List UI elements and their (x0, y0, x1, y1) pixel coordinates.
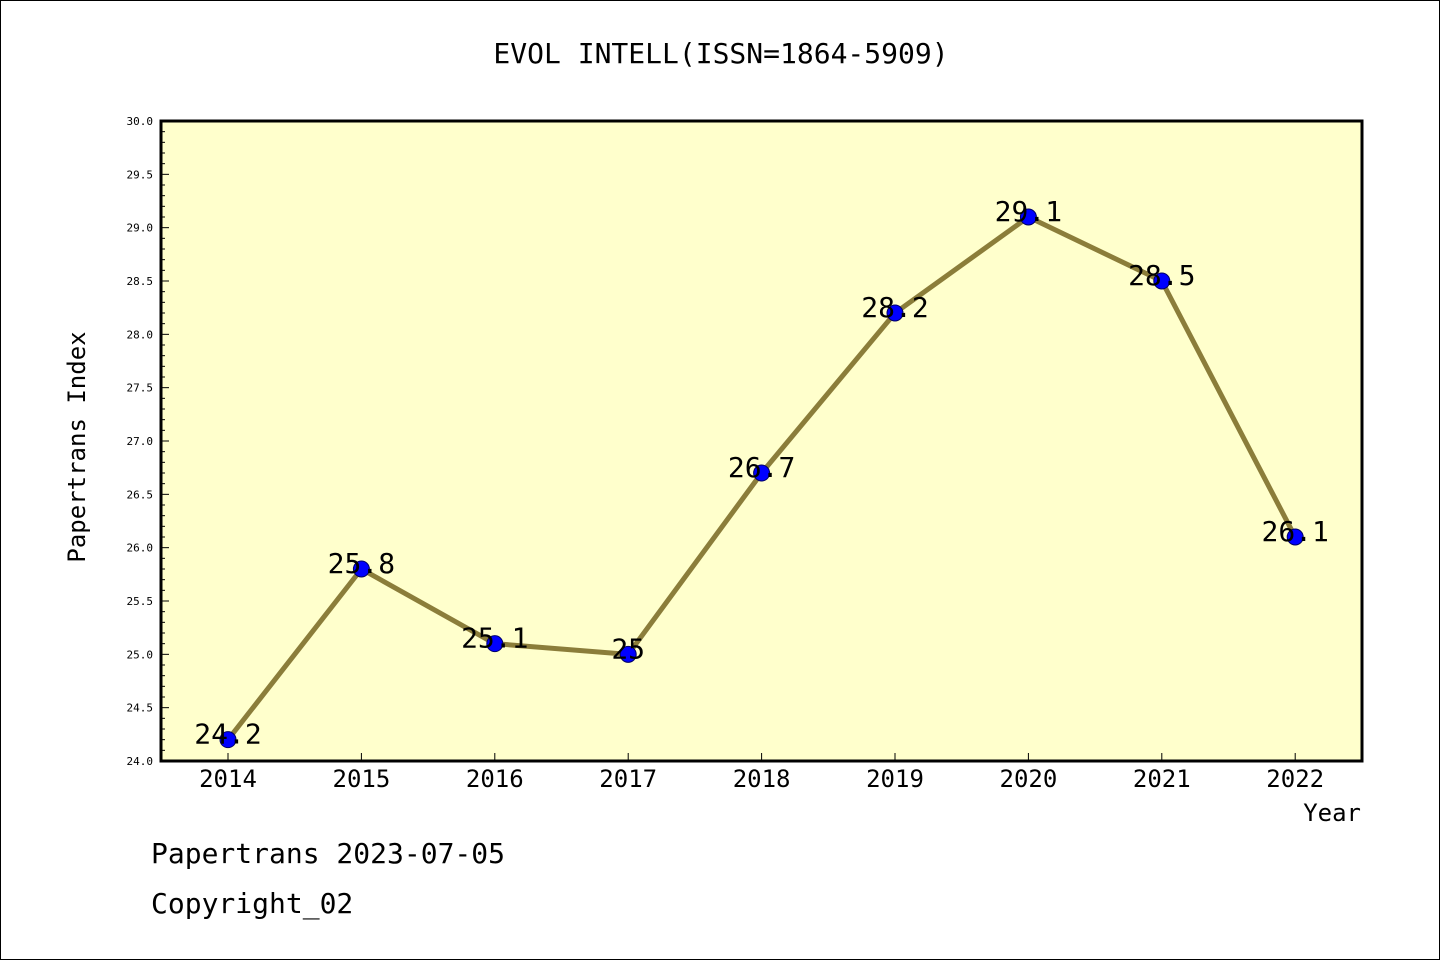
data-label: 29.1 (995, 195, 1062, 228)
y-tick-label: 26.5 (127, 488, 154, 501)
chart-title: EVOL INTELL(ISSN=1864-5909) (493, 37, 949, 70)
data-label: 25.8 (328, 547, 395, 580)
x-tick-label: 2014 (199, 765, 257, 793)
data-label: 25.1 (461, 622, 528, 655)
data-label: 28.2 (861, 291, 928, 324)
y-tick-label: 24.5 (127, 702, 154, 715)
data-point (352, 560, 370, 578)
x-tick-label: 2021 (1133, 765, 1191, 793)
y-tick-label: 30.0 (127, 115, 154, 128)
y-axis-label: Papertrans Index (63, 331, 91, 562)
data-label: 26.7 (728, 451, 795, 484)
y-tick-label: 24.0 (127, 755, 154, 768)
data-label: 25 (611, 632, 645, 665)
data-point (886, 304, 904, 322)
y-tick-label: 28.5 (127, 275, 154, 288)
x-tick-label: 2020 (1000, 765, 1058, 793)
x-tick-label: 2019 (866, 765, 924, 793)
x-tick-label: 2022 (1266, 765, 1324, 793)
x-axis-label: Year (1303, 799, 1361, 827)
y-tick-label: 27.5 (127, 382, 154, 395)
data-label: 28.5 (1128, 259, 1195, 292)
footer-date-line: Papertrans 2023-07-05 (151, 837, 506, 870)
data-point (1286, 528, 1304, 546)
y-tick-label: 25.0 (127, 648, 154, 661)
y-tick-label: 29.0 (127, 222, 154, 235)
data-point (753, 464, 771, 482)
x-tick-label: 2016 (466, 765, 524, 793)
data-point (1019, 208, 1037, 226)
y-tick-label: 25.5 (127, 595, 154, 608)
data-point (219, 731, 237, 749)
data-label: 24.2 (194, 718, 261, 751)
y-tick-label: 27.0 (127, 435, 154, 448)
data-point (1153, 272, 1171, 290)
x-tick-label: 2017 (599, 765, 657, 793)
y-tick-label: 28.0 (127, 328, 154, 341)
x-tick-label: 2015 (333, 765, 391, 793)
plot-area (161, 121, 1362, 761)
y-tick-label: 29.5 (127, 168, 154, 181)
y-tick-label: 26.0 (127, 542, 154, 555)
data-label: 26.1 (1261, 515, 1328, 548)
data-point (619, 645, 637, 663)
data-point (486, 635, 504, 653)
footer-copyright-line: Copyright_02 (151, 887, 354, 920)
x-tick-label: 2018 (733, 765, 791, 793)
